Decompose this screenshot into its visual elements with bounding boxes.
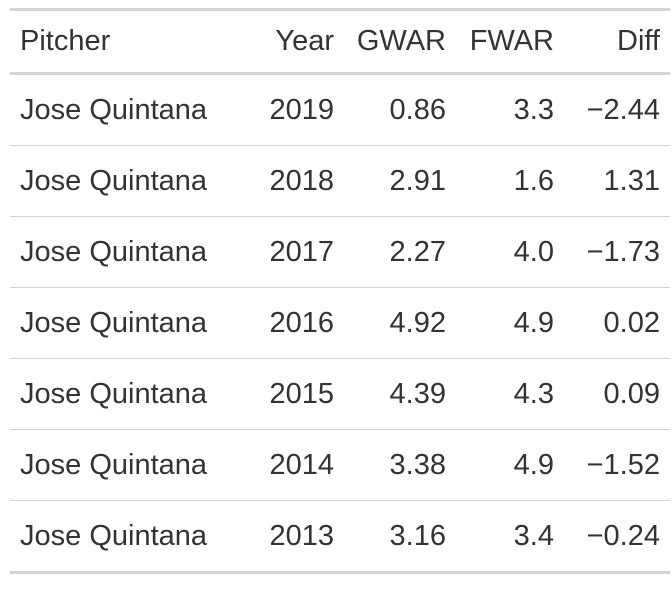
pitcher-war-table: Pitcher Year GWAR FWAR Diff Jose Quintan… <box>10 8 670 574</box>
cell-year: 2014 <box>246 429 344 501</box>
cell-fwar: 4.0 <box>456 216 564 288</box>
stats-table-container: Pitcher Year GWAR FWAR Diff Jose Quintan… <box>10 8 670 574</box>
cell-diff: 0.02 <box>564 287 670 359</box>
cell-pitcher: Jose Quintana <box>10 358 246 430</box>
cell-gwar: 2.91 <box>344 145 456 217</box>
cell-gwar: 4.39 <box>344 358 456 430</box>
table-body: Jose Quintana 2019 0.86 3.3 −2.44 Jose Q… <box>10 74 670 573</box>
cell-year: 2019 <box>269 93 334 126</box>
cell-gwar: 3.16 <box>344 500 456 573</box>
cell-fwar: 4.9 <box>456 429 564 501</box>
cell-diff: 0.09 <box>564 358 670 430</box>
cell-fwar: 3.4 <box>456 500 564 573</box>
cell-pitcher: Jose Quintana <box>10 500 246 573</box>
header-year: Year <box>246 9 344 75</box>
cell-gwar: 4.92 <box>344 287 456 359</box>
cell-year: 2016 <box>246 287 344 359</box>
header-fwar: FWAR <box>456 9 564 75</box>
cell-fwar: 4.3 <box>456 358 564 430</box>
cell-diff: −0.24 <box>564 500 670 573</box>
cell-diff: −2.44 <box>586 93 660 126</box>
table-row: Jose Quintana 2014 3.38 4.9 −1.52 <box>10 429 670 501</box>
cell-diff: −1.73 <box>564 216 670 288</box>
table-row: Jose Quintana 2015 4.39 4.3 0.09 <box>10 358 670 430</box>
cell-year: 2013 <box>246 500 344 573</box>
cell-fwar: 1.6 <box>456 145 564 217</box>
cell-pitcher: Jose Quintana <box>10 287 246 359</box>
cell-pitcher: Jose Quintana <box>20 93 208 126</box>
table-row: Jose Quintana 2013 3.16 3.4 −0.24 <box>10 500 670 573</box>
cell-diff: 1.31 <box>564 145 670 217</box>
header-diff: Diff <box>564 9 670 75</box>
cell-pitcher: Jose Quintana <box>10 216 246 288</box>
header-gwar: GWAR <box>344 9 456 75</box>
header-pitcher: Pitcher <box>10 9 246 75</box>
cell-diff: −1.52 <box>564 429 670 501</box>
header-row: Pitcher Year GWAR FWAR Diff <box>10 9 670 75</box>
cell-year: 2018 <box>246 145 344 217</box>
cell-gwar: 2.27 <box>344 216 456 288</box>
cell-pitcher: Jose Quintana <box>10 145 246 217</box>
cell-fwar: 3.3 <box>513 93 554 126</box>
table-row: Jose Quintana 2017 2.27 4.0 −1.73 <box>10 216 670 288</box>
table-row: Jose Quintana 2019 0.86 3.3 −2.44 <box>10 74 670 146</box>
table-row: Jose Quintana 2016 4.92 4.9 0.02 <box>10 287 670 359</box>
cell-year: 2017 <box>246 216 344 288</box>
cell-year: 2015 <box>246 358 344 430</box>
cell-gwar: 0.86 <box>389 93 446 126</box>
cell-fwar: 4.9 <box>456 287 564 359</box>
table-header: Pitcher Year GWAR FWAR Diff <box>10 9 670 75</box>
cell-gwar: 3.38 <box>344 429 456 501</box>
table-row: Jose Quintana 2018 2.91 1.6 1.31 <box>10 145 670 217</box>
cell-pitcher: Jose Quintana <box>10 429 246 501</box>
